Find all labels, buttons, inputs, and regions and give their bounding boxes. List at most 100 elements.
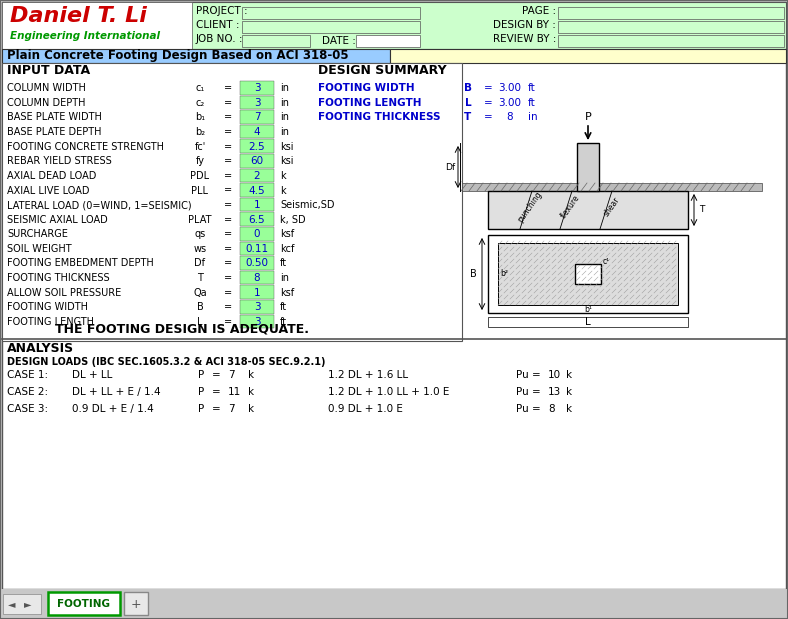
- Text: ws: ws: [193, 244, 206, 254]
- Text: ft: ft: [528, 84, 536, 93]
- Text: c¹: c¹: [603, 258, 610, 267]
- Text: b₁: b₁: [195, 113, 205, 123]
- Text: L: L: [197, 317, 203, 327]
- Bar: [242, 21, 420, 33]
- Text: qs: qs: [195, 229, 206, 240]
- Text: Qa: Qa: [193, 288, 206, 298]
- Text: =: =: [224, 288, 232, 298]
- Text: DL + LL: DL + LL: [72, 370, 113, 380]
- Text: 0.9 DL + E / 1.4: 0.9 DL + E / 1.4: [72, 404, 154, 414]
- Text: Pu: Pu: [516, 404, 529, 414]
- Text: THE FOOTING DESIGN IS ADEQUATE.: THE FOOTING DESIGN IS ADEQUATE.: [55, 322, 309, 335]
- Text: 0.11: 0.11: [245, 244, 269, 254]
- Bar: [240, 154, 274, 168]
- Text: shear: shear: [602, 196, 622, 219]
- Text: Engineering International: Engineering International: [10, 31, 160, 41]
- Text: =: =: [532, 370, 541, 380]
- Bar: [2, 49, 390, 63]
- Bar: [240, 271, 274, 284]
- Text: 3: 3: [254, 302, 260, 313]
- Text: k, SD: k, SD: [280, 215, 306, 225]
- Text: 10: 10: [548, 370, 561, 380]
- Text: SEISMIC AXIAL LOAD: SEISMIC AXIAL LOAD: [7, 215, 108, 225]
- Text: P: P: [198, 370, 204, 380]
- Text: PLAT: PLAT: [188, 215, 212, 225]
- Text: =: =: [224, 127, 232, 137]
- Text: 8: 8: [254, 273, 260, 283]
- Text: in: in: [280, 127, 289, 137]
- Bar: [240, 81, 274, 95]
- Text: SOIL WEIGHT: SOIL WEIGHT: [7, 244, 72, 254]
- Text: FOOTING THICKNESS: FOOTING THICKNESS: [318, 113, 440, 123]
- Text: +: +: [131, 597, 141, 610]
- Text: PAGE :: PAGE :: [522, 6, 556, 16]
- Text: T: T: [699, 206, 704, 215]
- Text: 1: 1: [254, 200, 260, 210]
- Text: k: k: [280, 186, 285, 196]
- Text: CASE 3:: CASE 3:: [7, 404, 48, 414]
- Text: 0.50: 0.50: [246, 259, 269, 269]
- Text: k: k: [566, 370, 572, 380]
- Text: c₁: c₁: [195, 84, 205, 93]
- Text: ALLOW SOIL PRESSURE: ALLOW SOIL PRESSURE: [7, 288, 121, 298]
- Text: CLIENT :: CLIENT :: [196, 20, 240, 30]
- Bar: [124, 592, 148, 615]
- Text: LATERAL LOAD (0=WIND, 1=SEISMIC): LATERAL LOAD (0=WIND, 1=SEISMIC): [7, 200, 191, 210]
- Text: REBAR YIELD STRESS: REBAR YIELD STRESS: [7, 157, 112, 167]
- Text: =: =: [224, 302, 232, 313]
- Bar: [577, 143, 599, 191]
- Text: ft: ft: [528, 98, 536, 108]
- Bar: [2, 2, 786, 49]
- Text: 13: 13: [548, 387, 561, 397]
- Text: 3.00: 3.00: [499, 98, 522, 108]
- Text: ksf: ksf: [280, 229, 294, 240]
- Text: ft: ft: [280, 259, 287, 269]
- Text: Seismic,SD: Seismic,SD: [280, 200, 334, 210]
- Text: =: =: [224, 244, 232, 254]
- Bar: [488, 235, 688, 313]
- Text: AXIAL DEAD LOAD: AXIAL DEAD LOAD: [7, 171, 96, 181]
- Text: FOOTING LENGTH: FOOTING LENGTH: [7, 317, 94, 327]
- Text: ft: ft: [280, 302, 287, 313]
- Text: Pu: Pu: [516, 387, 529, 397]
- Text: COLUMN DEPTH: COLUMN DEPTH: [7, 98, 86, 108]
- Text: in: in: [280, 273, 289, 283]
- Text: =: =: [224, 157, 232, 167]
- Text: k: k: [248, 370, 254, 380]
- Text: =: =: [212, 404, 221, 414]
- Text: in: in: [528, 113, 537, 123]
- Text: ANALYSIS: ANALYSIS: [7, 342, 74, 355]
- Bar: [240, 300, 274, 314]
- Text: 1.2 DL + 1.6 LL: 1.2 DL + 1.6 LL: [328, 370, 408, 380]
- Text: FOOTING WIDTH: FOOTING WIDTH: [318, 84, 414, 93]
- Text: 7: 7: [228, 370, 235, 380]
- Text: B: B: [197, 302, 203, 313]
- Bar: [240, 212, 274, 226]
- Text: 2.5: 2.5: [249, 142, 266, 152]
- Text: ►: ►: [24, 599, 32, 609]
- Text: =: =: [224, 200, 232, 210]
- Bar: [240, 256, 274, 270]
- Text: =: =: [224, 186, 232, 196]
- Bar: [240, 314, 274, 328]
- Text: 4: 4: [254, 127, 260, 137]
- Text: b²: b²: [500, 269, 508, 279]
- Text: PLL: PLL: [191, 186, 209, 196]
- Text: 1: 1: [254, 288, 260, 298]
- Bar: [0, 589, 788, 619]
- Text: in: in: [280, 98, 289, 108]
- Text: P: P: [198, 404, 204, 414]
- Text: B: B: [470, 269, 477, 279]
- Bar: [240, 285, 274, 299]
- Bar: [240, 110, 274, 124]
- Text: =: =: [532, 387, 541, 397]
- Text: =: =: [212, 370, 221, 380]
- Text: =: =: [484, 98, 492, 108]
- Text: INPUT DATA: INPUT DATA: [7, 64, 90, 77]
- Bar: [356, 35, 420, 47]
- Text: k: k: [566, 387, 572, 397]
- Text: =: =: [224, 142, 232, 152]
- Text: FOOTING THICKNESS: FOOTING THICKNESS: [7, 273, 110, 283]
- Text: =: =: [224, 273, 232, 283]
- Text: =: =: [224, 317, 232, 327]
